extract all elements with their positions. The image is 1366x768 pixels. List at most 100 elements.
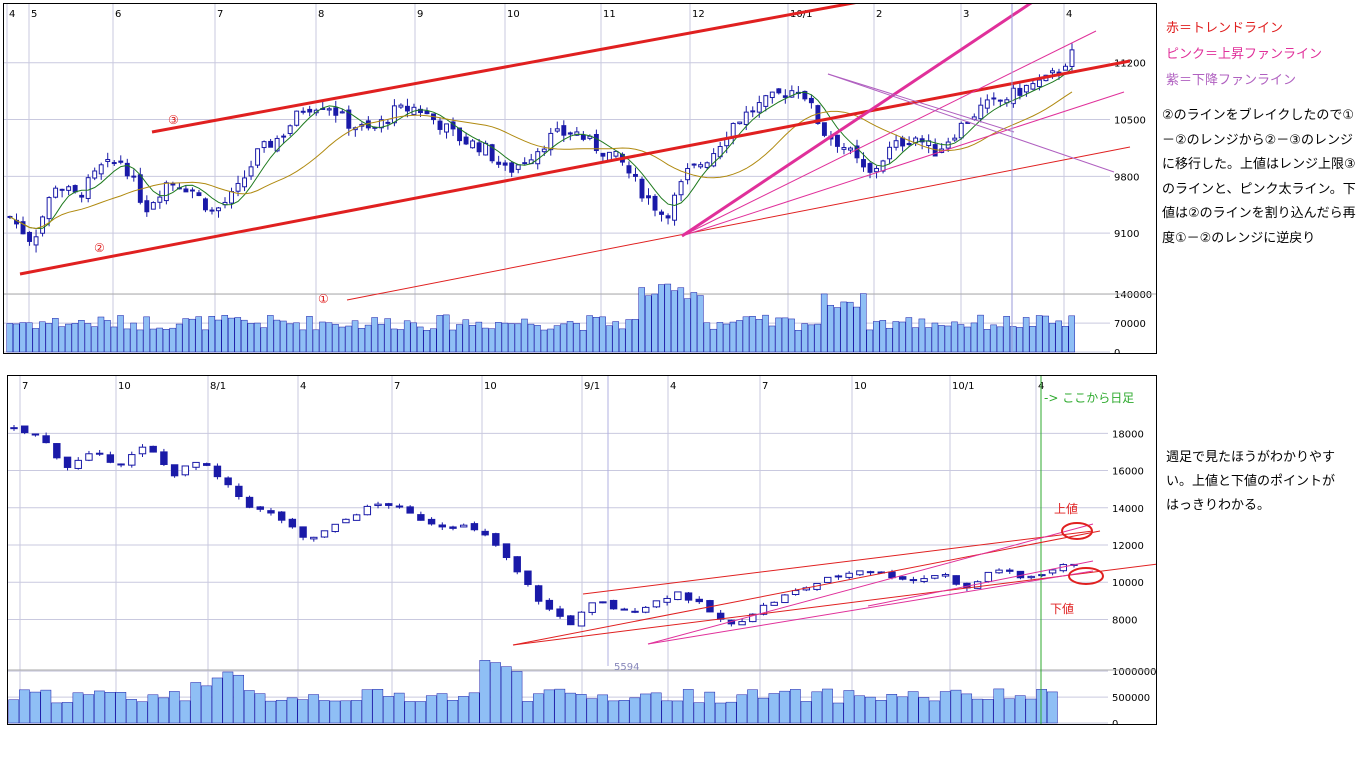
volume-bar (875, 700, 887, 724)
volume-bar (201, 685, 212, 724)
candle-body (46, 197, 52, 220)
volume-bar (308, 694, 319, 724)
candle-body (235, 485, 243, 497)
ma-long-line (9, 91, 1073, 230)
candle-body (235, 182, 241, 192)
volume-bar (846, 301, 854, 353)
volume-bar (273, 319, 281, 353)
volume-bar (704, 691, 716, 724)
candle-body (941, 574, 950, 577)
volume-bar (939, 691, 951, 724)
volume-bar (293, 322, 300, 353)
x-tick-label: 10 (484, 381, 497, 392)
candle-body (404, 105, 410, 112)
volume-bar (351, 700, 362, 724)
candle-body (698, 164, 704, 168)
candle-body (513, 556, 521, 573)
volume-bar (325, 322, 333, 353)
volume-bar (286, 323, 294, 353)
fan-up-2 (681, 91, 1125, 237)
candle-body (1038, 574, 1046, 577)
volume-bar (393, 692, 405, 724)
candle-body (613, 150, 619, 157)
volume-bar (280, 320, 287, 353)
volume-bar (329, 700, 341, 724)
candle-body (117, 463, 125, 466)
candle-body (931, 575, 939, 579)
candle-body (444, 123, 449, 133)
volume-bar (983, 329, 991, 353)
candle-body (150, 202, 156, 210)
volume-bar (990, 324, 997, 353)
volume-bar (592, 317, 600, 353)
candle-body (1030, 83, 1036, 90)
candle-body (678, 181, 684, 196)
candle-body (567, 132, 573, 135)
volume-bar (801, 323, 808, 353)
candle-body (1063, 65, 1068, 71)
ma-short-line (9, 67, 1073, 230)
volume-bar (247, 323, 255, 353)
candle-body (556, 608, 564, 617)
daily-chart: 4 5 6 7 8 9 10 11 12 10/1 2 3 4 11200 10500 9800 9100 140… (4, 4, 1156, 353)
volume-bar (843, 690, 855, 724)
x-tick-label: 5 (31, 9, 37, 20)
candle-body (255, 148, 261, 166)
candle-body (481, 530, 489, 536)
weekly-commentary: 週足で見たほうがわかりやすい。上値と下値のポイントがはっきりわかる。 (1166, 450, 1336, 513)
volume-bar (260, 327, 268, 353)
candle-body (652, 195, 658, 211)
volume-bar (436, 693, 448, 724)
candle-body (848, 147, 853, 151)
volume-bar (19, 322, 27, 353)
volume-bar (533, 693, 544, 724)
volume-bar (762, 314, 769, 353)
volume-bar (918, 697, 930, 724)
volume-tick-label: 500000 (1112, 693, 1150, 704)
candle-body (144, 200, 150, 213)
candle-body (242, 177, 248, 188)
candle-body (984, 571, 993, 582)
volume-bar (827, 304, 834, 353)
volume-bar (553, 325, 561, 353)
candle-body (245, 496, 254, 508)
volume-bar (511, 671, 523, 724)
candle-body (85, 453, 93, 461)
volume-bar (693, 702, 705, 724)
volume-bar (1061, 326, 1069, 353)
volume-bar (607, 700, 619, 724)
volume-bar (482, 327, 489, 353)
volume-bar (807, 324, 815, 353)
candle-body (900, 137, 906, 147)
candle-body (10, 427, 18, 430)
candle-body (554, 128, 560, 132)
channel-mid-red (582, 530, 1094, 595)
volume-bar (447, 700, 459, 724)
volume-tick-label: 0 (1112, 719, 1118, 724)
candle-body (978, 104, 984, 120)
candle-body (192, 461, 200, 468)
volume-bar (931, 322, 939, 353)
volume-bar (40, 689, 52, 724)
candle-body (406, 506, 414, 514)
volume-bar (566, 321, 574, 353)
candle-body (27, 231, 33, 242)
volume-bar (1042, 315, 1049, 353)
volume-bar (195, 316, 202, 353)
candle-body (502, 162, 508, 166)
candle-body (574, 131, 580, 136)
volume-bar (297, 699, 309, 724)
volume-bar (371, 317, 378, 353)
volume-bar (410, 322, 417, 353)
upper-label: 上値 (1054, 501, 1078, 516)
candle-body (639, 178, 645, 199)
volume-bar (241, 319, 248, 353)
volume-bar (71, 323, 79, 353)
volume-bar (573, 323, 580, 353)
volume-bar (644, 295, 652, 353)
volume-bar (436, 315, 444, 353)
candle-body (118, 160, 124, 163)
volume-bar (372, 689, 384, 724)
volume-bar (854, 695, 865, 724)
candle-body (427, 518, 436, 525)
